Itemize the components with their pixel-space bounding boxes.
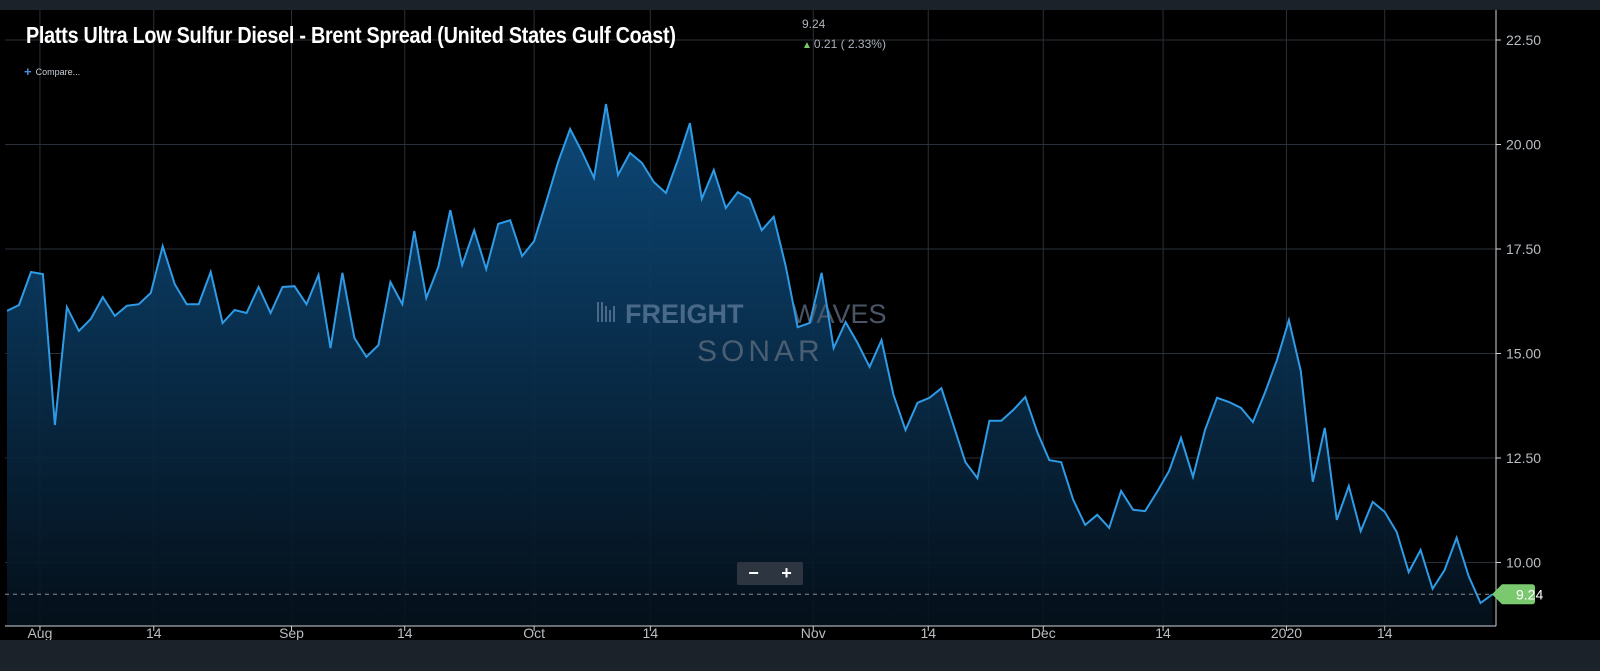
- x-tick-label: Nov: [801, 625, 826, 641]
- change-value: ▲ 0.21 ( 2.33%): [802, 37, 886, 51]
- x-tick-label: 14: [146, 625, 162, 641]
- watermark: FREIGHT WAVES SONAR: [597, 299, 887, 368]
- watermark-sonar: SONAR: [697, 335, 824, 368]
- watermark-freight: FREIGHT: [625, 299, 744, 329]
- x-tick-label: 14: [920, 625, 936, 641]
- series-area-fill: [7, 104, 1493, 626]
- y-tick-label: 17.50: [1506, 241, 1541, 257]
- last-value-label: 9.24: [1516, 586, 1543, 602]
- series-line[interactable]: [6, 103, 1494, 605]
- y-tick-label: 12.50: [1506, 450, 1541, 466]
- chart-title: Platts Ultra Low Sulfur Diesel - Brent S…: [26, 22, 676, 48]
- y-tick-label: 20.00: [1506, 137, 1541, 153]
- compare-button[interactable]: + Compare...: [24, 64, 80, 79]
- freightwaves-logo-icon: [597, 302, 615, 322]
- zoom-in-button[interactable]: +: [781, 563, 792, 583]
- x-tick-label: Oct: [523, 625, 545, 641]
- y-tick-label: 10.00: [1506, 555, 1541, 571]
- x-tick-label: 14: [397, 625, 413, 641]
- x-tick-label: 2020: [1271, 625, 1302, 641]
- bottom-bar: [0, 640, 1600, 671]
- last-value: 9.24: [802, 17, 826, 31]
- arrow-up-icon: ▲: [802, 40, 812, 51]
- y-axis: 22.50 20.00 17.50 15.00 12.50 10.00: [1496, 32, 1541, 571]
- compare-label: Compare...: [35, 67, 81, 77]
- x-tick-label: Aug: [27, 625, 52, 641]
- x-tick-label: 14: [643, 625, 659, 641]
- x-tick-label: 14: [1155, 625, 1171, 641]
- x-tick-label: Sep: [279, 625, 304, 641]
- y-tick-label: 22.50: [1506, 32, 1541, 48]
- y-tick-label: 15.00: [1506, 346, 1541, 362]
- last-value-badge: 9.24: [1492, 584, 1543, 605]
- zoom-controls: − +: [737, 562, 803, 585]
- plus-icon: +: [24, 64, 32, 79]
- x-tick-label: 14: [1377, 625, 1393, 641]
- x-axis: Aug 14 Sep 14 Oct 14 Nov 14 Dec 14 2020 14: [27, 625, 1392, 641]
- x-tick-label: Dec: [1031, 625, 1056, 641]
- change-text: 0.21 ( 2.33%): [813, 37, 886, 51]
- zoom-out-button[interactable]: −: [748, 563, 759, 583]
